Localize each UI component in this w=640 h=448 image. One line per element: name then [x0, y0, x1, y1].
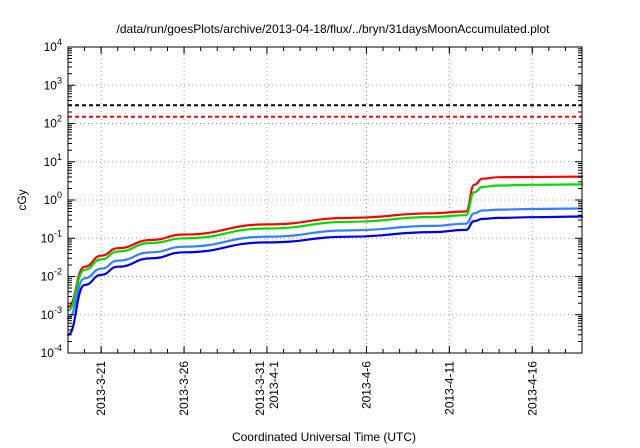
y-tick-label: 10-3 — [41, 305, 62, 322]
grid — [68, 47, 582, 353]
data-series — [66, 175, 584, 336]
y-tick-label: 101 — [44, 152, 62, 169]
series-line — [66, 175, 584, 308]
y-tick-label: 103 — [44, 75, 62, 92]
x-axis-ticks: 2013-3-21 2013-3-26 2013-3-31 2013-4-1 2013-… — [84, 47, 566, 416]
series-line — [66, 183, 584, 312]
x-axis-label: Coordinated Universal Time (UTC) — [232, 430, 416, 444]
y-tick-label: 10-4 — [41, 343, 62, 360]
series-line — [66, 215, 584, 336]
x-tick-label: 2013-3-26 — [177, 361, 191, 416]
x-tick-label: 2013-4-6 — [359, 361, 373, 409]
series-line — [66, 207, 584, 320]
x-tick-label: 2013-4-16 — [525, 361, 539, 416]
x-tick-label: 2013-3-21 — [94, 361, 108, 416]
y-axis-label: cGy — [15, 189, 29, 210]
chart-title: /data/run/goesPlots/archive/2013-04-18/f… — [117, 22, 551, 36]
x-tick-label: 2013-4-1 — [267, 361, 281, 409]
y-tick-label: 100 — [44, 190, 62, 207]
x-tick-label: 2013-4-11 — [442, 361, 456, 415]
y-tick-label: 104 — [44, 37, 62, 54]
x-tick-label: 2013-3-31 — [253, 361, 267, 416]
y-axis-ticks: 10-4 10-3 10-2 10-1 100 101 102 103 104 — [41, 37, 582, 360]
threshold-lines — [68, 104, 582, 118]
y-tick-label: 102 — [44, 114, 62, 131]
y-tick-label: 10-1 — [41, 228, 62, 245]
y-tick-label: 10-2 — [41, 267, 62, 284]
